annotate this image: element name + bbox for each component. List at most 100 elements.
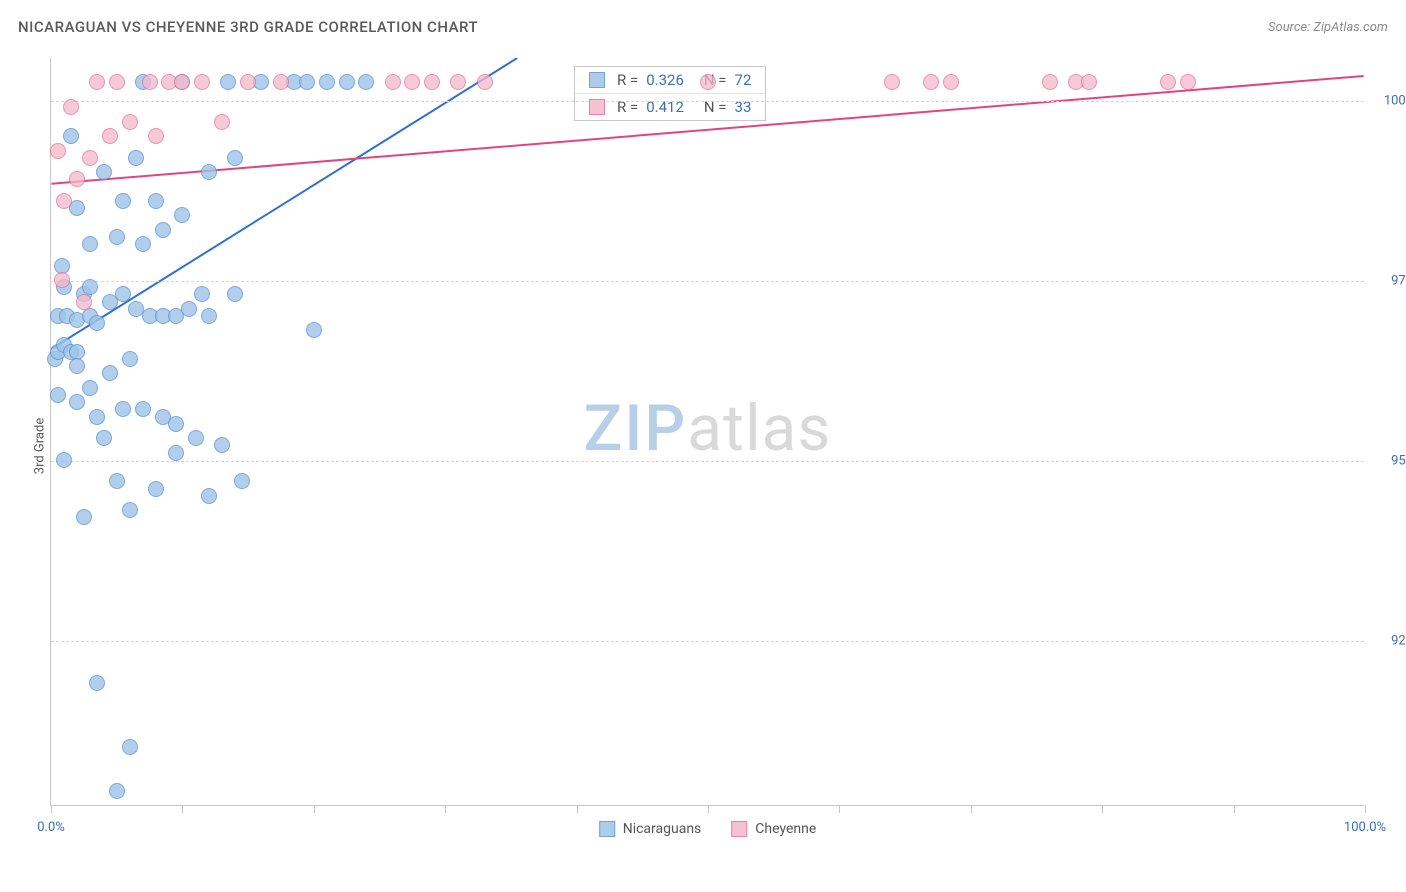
data-point	[168, 416, 184, 432]
data-point	[109, 229, 125, 245]
data-point	[1180, 74, 1196, 90]
stats-row: R =0.326N =72	[574, 67, 766, 93]
data-point	[135, 236, 151, 252]
data-point	[424, 74, 440, 90]
data-point	[201, 308, 217, 324]
data-point	[63, 128, 79, 144]
y-tick-label: 97.5%	[1370, 273, 1406, 288]
x-tick	[708, 805, 709, 813]
data-point	[450, 74, 466, 90]
stats-row: R =0.412N =33	[574, 93, 766, 120]
data-point	[89, 315, 105, 331]
data-point	[201, 164, 217, 180]
data-point	[220, 74, 236, 90]
x-tick-label: 0.0%	[37, 820, 65, 835]
legend-item: Cheyenne	[731, 821, 816, 837]
y-tick-label: 100.0%	[1370, 94, 1406, 109]
data-point	[82, 150, 98, 166]
legend-swatch	[731, 821, 747, 837]
data-point	[1160, 74, 1176, 90]
data-point	[227, 150, 243, 166]
data-point	[89, 409, 105, 425]
data-point	[122, 114, 138, 130]
data-point	[299, 74, 315, 90]
data-point	[477, 74, 493, 90]
data-point	[96, 164, 112, 180]
x-tick	[1365, 805, 1366, 813]
x-tick	[51, 805, 52, 813]
data-point	[201, 488, 217, 504]
data-point	[89, 675, 105, 691]
watermark-atlas: atlas	[687, 390, 831, 465]
data-point	[76, 294, 92, 310]
data-point	[50, 387, 66, 403]
data-point	[148, 193, 164, 209]
data-point	[700, 74, 716, 90]
legend-label: Cheyenne	[755, 821, 816, 837]
data-point	[319, 74, 335, 90]
x-tick	[182, 805, 183, 813]
y-axis-label: 3rd Grade	[33, 418, 48, 474]
data-point	[273, 74, 289, 90]
data-point	[135, 401, 151, 417]
scatter-plot: ZIPatlas R =0.326N =72R =0.412N =33 Nica…	[50, 58, 1364, 806]
data-point	[82, 380, 98, 396]
x-tick	[314, 805, 315, 813]
series-legend: Nicaraguans Cheyenne	[599, 821, 817, 837]
gridline-h	[51, 461, 1364, 462]
data-point	[115, 401, 131, 417]
watermark: ZIPatlas	[584, 390, 832, 465]
source-label: Source: ZipAtlas.com	[1268, 20, 1388, 35]
data-point	[188, 430, 204, 446]
gridline-h	[51, 641, 1364, 642]
data-point	[240, 74, 256, 90]
data-point	[122, 739, 138, 755]
data-point	[109, 473, 125, 489]
x-tick	[445, 805, 446, 813]
data-point	[115, 286, 131, 302]
legend-swatch	[589, 72, 605, 88]
trend-lines	[51, 58, 1364, 805]
data-point	[181, 301, 197, 317]
chart-title: NICARAGUAN VS CHEYENNE 3RD GRADE CORRELA…	[18, 18, 478, 36]
data-point	[155, 222, 171, 238]
correlation-stats: R =0.326N =72R =0.412N =33	[574, 66, 766, 121]
legend-swatch	[599, 821, 615, 837]
data-point	[1081, 74, 1097, 90]
r-label: R =	[617, 71, 638, 89]
data-point	[128, 150, 144, 166]
data-point	[339, 74, 355, 90]
data-point	[194, 286, 210, 302]
y-tick-label: 95.0%	[1370, 453, 1406, 468]
gridline-h	[51, 281, 1364, 282]
data-point	[50, 143, 66, 159]
data-point	[214, 437, 230, 453]
data-point	[404, 74, 420, 90]
n-value: 72	[735, 71, 752, 89]
data-point	[109, 783, 125, 799]
data-point	[923, 74, 939, 90]
x-tick	[577, 805, 578, 813]
y-tick-label: 92.5%	[1370, 633, 1406, 648]
data-point	[943, 74, 959, 90]
data-point	[63, 99, 79, 115]
data-point	[214, 114, 230, 130]
x-tick	[971, 805, 972, 813]
data-point	[76, 509, 92, 525]
data-point	[306, 322, 322, 338]
data-point	[168, 445, 184, 461]
data-point	[89, 74, 105, 90]
data-point	[54, 272, 70, 288]
r-value: 0.326	[646, 71, 684, 89]
data-point	[148, 481, 164, 497]
data-point	[69, 358, 85, 374]
data-point	[122, 351, 138, 367]
x-tick	[1102, 805, 1103, 813]
data-point	[69, 171, 85, 187]
x-tick	[839, 805, 840, 813]
gridline-h	[51, 101, 1364, 102]
legend-item: Nicaraguans	[599, 821, 702, 837]
data-point	[82, 236, 98, 252]
data-point	[102, 128, 118, 144]
data-point	[148, 128, 164, 144]
